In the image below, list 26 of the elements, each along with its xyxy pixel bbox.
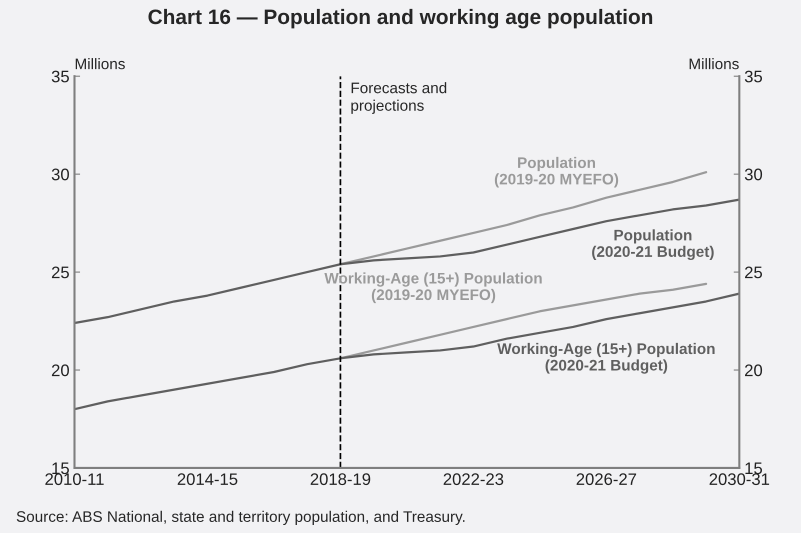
ref-line-label: Forecasts and projections [351, 82, 446, 114]
series-label: Population (2019-20 MYEFO) [494, 156, 618, 188]
series-label: Working-Age (15+) Population (2019-20 MYEFO) [324, 272, 542, 304]
y2-tick-label: 35 [744, 70, 762, 82]
source-note: Source: ABS National, state and territory population, and Treasury. [16, 510, 464, 526]
chart-title: Chart 16 — Population and working age population [148, 8, 652, 28]
y-tick-label: 25 [52, 266, 69, 278]
y-tick-label: 15 [52, 462, 69, 474]
x-tick-label: 2018-19 [310, 473, 370, 486]
x-tick-label: 2026-27 [576, 473, 636, 486]
y2-tick-label: 30 [744, 168, 762, 180]
series-label: Working-Age (15+) Population (2020-21 Budget) [497, 342, 715, 374]
y-tick-label: 20 [52, 364, 69, 376]
x-tick-label: 2010-11 [45, 473, 104, 486]
y2-tick-label: 25 [745, 266, 762, 278]
y2-tick-label: 15 [745, 462, 762, 474]
series-label: Population (2020-21 Budget) [592, 229, 714, 260]
y-tick-label: 30 [52, 168, 69, 180]
y-axis-title: Millions [76, 58, 125, 70]
x-tick-label: 2014-15 [178, 473, 238, 486]
x-tick-label: 2022-23 [444, 473, 504, 486]
line-series [74, 198, 740, 324]
y2-tick-label: 20 [745, 364, 762, 376]
y2-axis-title: Millions [690, 58, 739, 70]
y-tick-label: 35 [52, 70, 69, 82]
x-tick-label: 2030-31 [710, 473, 770, 486]
